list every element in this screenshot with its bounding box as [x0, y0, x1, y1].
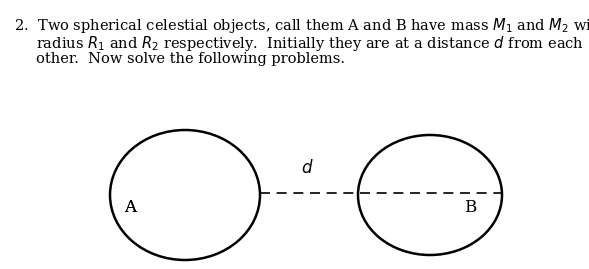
Text: B: B — [464, 199, 476, 215]
Text: radius $R_1$ and $R_2$ respectively.  Initially they are at a distance $d$ from : radius $R_1$ and $R_2$ respectively. Ini… — [36, 34, 584, 53]
Text: 2.  Two spherical celestial objects, call them A and B have mass $M_1$ and $M_2$: 2. Two spherical celestial objects, call… — [14, 16, 589, 35]
Text: A: A — [124, 199, 136, 215]
Text: A: A — [124, 199, 136, 215]
Text: $d$: $d$ — [301, 159, 313, 177]
Text: other.  Now solve the following problems.: other. Now solve the following problems. — [36, 52, 345, 66]
